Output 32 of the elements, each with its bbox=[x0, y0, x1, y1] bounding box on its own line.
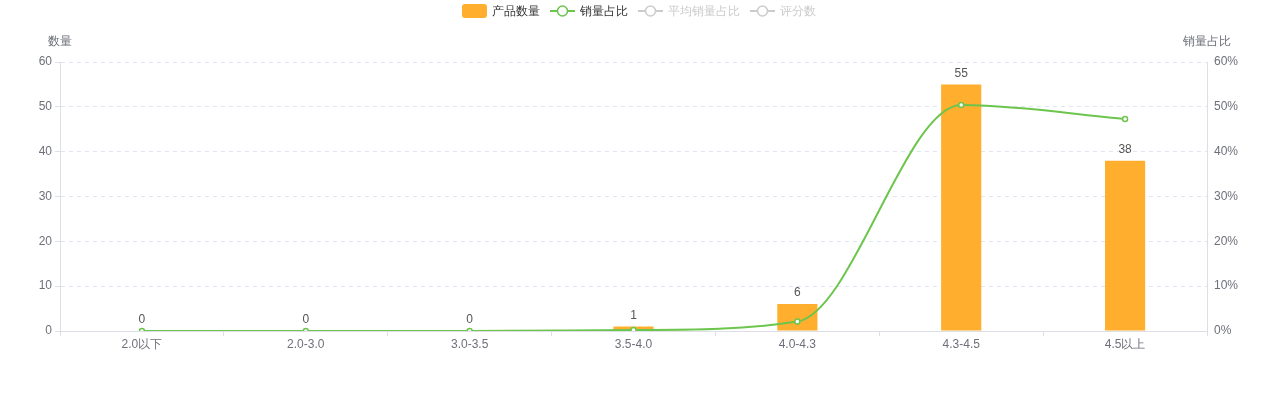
y-tick-label: 20 bbox=[38, 233, 53, 248]
legend-label: 销量占比 bbox=[580, 3, 628, 19]
y-axis-title: 数量 bbox=[48, 34, 72, 49]
y2-axis-title: 销量占比 bbox=[1182, 34, 1231, 49]
x-tick-label: 4.0-4.3 bbox=[778, 336, 817, 351]
data-label: 0 bbox=[302, 312, 310, 327]
y2-tick-label: 60% bbox=[1214, 54, 1239, 69]
x-tick-label: 3.0-3.5 bbox=[450, 336, 489, 351]
y2-tick-label: 30% bbox=[1214, 188, 1239, 203]
x-tick-label: 3.5-4.0 bbox=[614, 336, 653, 351]
y2-tick-label: 20% bbox=[1214, 233, 1239, 248]
legend-label: 产品数量 bbox=[492, 3, 540, 19]
data-label: 55 bbox=[954, 65, 969, 80]
data-label: 0 bbox=[466, 312, 474, 327]
data-label: 1 bbox=[630, 307, 638, 322]
x-tick-label: 2.0-3.0 bbox=[287, 336, 325, 351]
y-tick-label: 30 bbox=[38, 188, 53, 203]
y-tick-label: 40 bbox=[38, 143, 53, 158]
data-label: 6 bbox=[794, 285, 802, 300]
x-tick-label: 4.5以上 bbox=[1104, 336, 1146, 351]
data-label: 0 bbox=[138, 312, 146, 327]
y2-tick-label: 40% bbox=[1214, 143, 1239, 158]
x-tick-label: 4.3-4.5 bbox=[942, 336, 981, 351]
y2-tick-label: 50% bbox=[1214, 99, 1239, 114]
x-tick-label: 2.0以下 bbox=[121, 336, 163, 351]
data-label: 38 bbox=[1118, 141, 1133, 156]
y-tick-label: 60 bbox=[38, 54, 53, 69]
y2-tick-label: 10% bbox=[1214, 278, 1239, 293]
y2-tick-label: 0% bbox=[1214, 323, 1232, 338]
y-tick-label: 0 bbox=[45, 323, 53, 338]
y-tick-label: 50 bbox=[38, 99, 53, 114]
y-tick-label: 10 bbox=[38, 278, 53, 293]
